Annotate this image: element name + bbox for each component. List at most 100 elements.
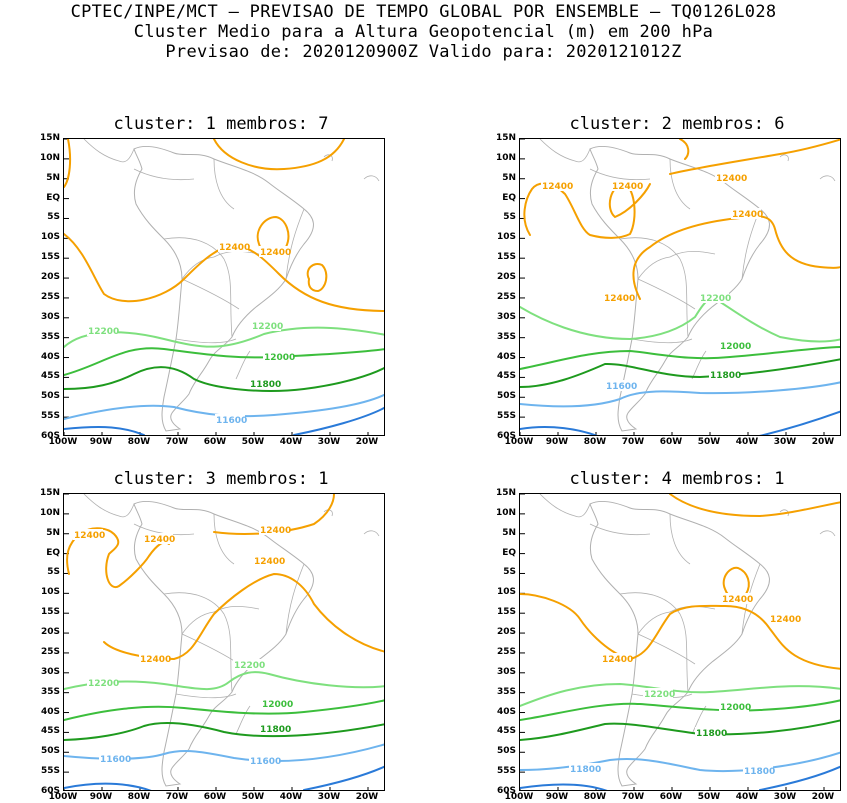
lat-tick-label: 10S bbox=[40, 232, 60, 243]
lat-tick-label: 55S bbox=[40, 411, 60, 422]
map-canvas: 12400 12400 12200 12200 12000 11800 11600 bbox=[64, 139, 384, 435]
lon-tick-label: 30W bbox=[317, 792, 341, 802]
map-frame: 12400 12400 12400 12200 12000 11800 11800 11800 bbox=[519, 493, 841, 791]
lat-tick-label: 15S bbox=[40, 607, 60, 618]
country-border bbox=[213, 158, 235, 210]
country-border bbox=[779, 509, 789, 517]
contour-label-bg bbox=[695, 727, 725, 738]
lat-tick-label: 25S bbox=[40, 646, 60, 657]
lon-tick-label: 60W bbox=[659, 437, 683, 447]
lat-tick-label: 25S bbox=[496, 646, 516, 657]
lat-tick-label: 20S bbox=[496, 272, 516, 283]
contour-label-11600: 11800 bbox=[570, 765, 601, 775]
contour-label-12400: 12400 bbox=[602, 655, 633, 665]
map-canvas: 12400 12400 12400 12400 12400 12200 12000 11800… bbox=[520, 139, 840, 435]
contour-label-bg bbox=[611, 180, 641, 191]
contour-label-12200: 12200 bbox=[88, 327, 119, 337]
map-canvas: 12400 12400 12400 12400 12400 12200 12200 12000… bbox=[64, 494, 384, 790]
lat-tick-label: 45S bbox=[40, 371, 60, 382]
lat-tick-label: 55S bbox=[496, 766, 516, 777]
contour-label-bg bbox=[743, 765, 773, 776]
contour-11400 bbox=[293, 406, 384, 435]
contour-12000 bbox=[64, 347, 384, 376]
lat-tick-label: 15N bbox=[39, 488, 60, 498]
contour-label-12000: 12000 bbox=[720, 703, 751, 713]
lon-tick-label: 90W bbox=[89, 792, 113, 802]
contour-label-12200: 12200 bbox=[234, 661, 265, 671]
country-border bbox=[637, 633, 696, 665]
lon-tick-label: 60W bbox=[203, 437, 227, 447]
lat-tick-label: 25S bbox=[40, 291, 60, 302]
lon-tick-label: 80W bbox=[127, 792, 151, 802]
contour-label-12400: 12400 bbox=[219, 243, 250, 253]
coastline bbox=[589, 500, 770, 787]
contour-label-bg bbox=[215, 414, 245, 425]
lon-tick-label: 30W bbox=[773, 437, 797, 447]
contour-12000 bbox=[64, 699, 384, 721]
country-border bbox=[213, 513, 235, 565]
contour-label-bg bbox=[601, 653, 631, 664]
lat-tick-label: 20S bbox=[496, 627, 516, 638]
lat-tick-label: 30S bbox=[40, 666, 60, 677]
contour-11600 bbox=[520, 381, 840, 408]
contour-label-11600: 11600 bbox=[606, 382, 637, 392]
country-border bbox=[679, 258, 689, 338]
lat-tick-label: 30S bbox=[496, 666, 516, 677]
lat-tick-label: 10N bbox=[39, 152, 60, 163]
lat-tick-label: 5S bbox=[47, 212, 60, 223]
contour-label-12400: 12400 bbox=[732, 210, 763, 220]
country-border bbox=[637, 256, 671, 280]
contour-label-12200: 12200 bbox=[700, 294, 731, 304]
contour-11800 bbox=[64, 366, 384, 392]
country-border bbox=[83, 139, 135, 163]
contour-label-12400: 12400 bbox=[74, 531, 105, 541]
country-border bbox=[323, 509, 333, 517]
lon-tick-label: 20W bbox=[811, 792, 835, 802]
lat-tick-label: 20S bbox=[40, 272, 60, 283]
lat-tick-label: 5N bbox=[502, 172, 516, 183]
contour-label-12400: 12400 bbox=[542, 182, 573, 192]
contour-11600 bbox=[520, 751, 840, 773]
contour-label-bg bbox=[218, 241, 248, 252]
contour-label-bg bbox=[253, 555, 283, 566]
lon-tick-label: 80W bbox=[583, 792, 607, 802]
lat-tick-label: 35S bbox=[496, 331, 516, 342]
map-frame: 12400 12400 12400 12400 12400 12200 12200 12000… bbox=[63, 493, 385, 791]
lon-tick-label: 30W bbox=[773, 792, 797, 802]
country-border bbox=[175, 693, 237, 699]
lat-tick-label: 60S bbox=[40, 786, 60, 796]
contour-11400 bbox=[303, 765, 384, 790]
contour-12400 bbox=[213, 139, 345, 171]
country-border bbox=[637, 611, 671, 635]
contour-label-bg bbox=[233, 659, 263, 670]
lat-tick-label: 5N bbox=[46, 172, 60, 183]
header-line-3: Previsao de: 2020120900Z Valido para: 20… bbox=[165, 42, 682, 62]
contour-12400 bbox=[213, 494, 335, 535]
lon-tick-label: 40W bbox=[279, 792, 303, 802]
lat-tick-label: 5N bbox=[46, 527, 60, 538]
contour-label-11800: 11800 bbox=[710, 371, 741, 381]
country-border bbox=[637, 278, 696, 310]
lon-tick-label: 90W bbox=[89, 437, 113, 447]
lat-tick-label: 40S bbox=[496, 351, 516, 362]
contour-label-11800: 11800 bbox=[696, 729, 727, 739]
contour-label-11600: 11800 bbox=[744, 767, 775, 777]
panel-title: cluster: 1 membros: 7 bbox=[113, 114, 329, 134]
contour-label-12200: 12200 bbox=[88, 679, 119, 689]
country-border bbox=[175, 338, 237, 344]
lon-tick-label: 100W bbox=[48, 792, 78, 802]
lon-tick-label: 80W bbox=[127, 437, 151, 447]
contour-label-bg bbox=[73, 529, 103, 540]
contour-label-12400: 12400 bbox=[612, 182, 643, 192]
lat-tick-label: EQ bbox=[502, 192, 516, 203]
panel-title: cluster: 2 membros: 6 bbox=[569, 114, 785, 134]
contour-label-bg bbox=[569, 763, 599, 774]
contour-11800 bbox=[64, 722, 384, 741]
country-border bbox=[285, 208, 305, 280]
panel-title: cluster: 3 membros: 1 bbox=[113, 469, 329, 489]
contour-label-12000: 12000 bbox=[720, 342, 751, 352]
contour-label-bg bbox=[259, 524, 289, 535]
country-border bbox=[363, 530, 380, 537]
contour-label-11600: 11600 bbox=[250, 757, 281, 767]
contour-label-12400: 12400 bbox=[144, 535, 175, 545]
